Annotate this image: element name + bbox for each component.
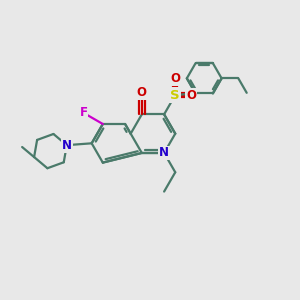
Text: O: O [186, 88, 196, 101]
Text: N: N [62, 139, 72, 152]
Text: O: O [170, 73, 180, 85]
Text: N: N [159, 146, 169, 160]
Text: O: O [137, 85, 147, 99]
Text: S: S [170, 88, 180, 101]
Text: F: F [80, 106, 88, 119]
